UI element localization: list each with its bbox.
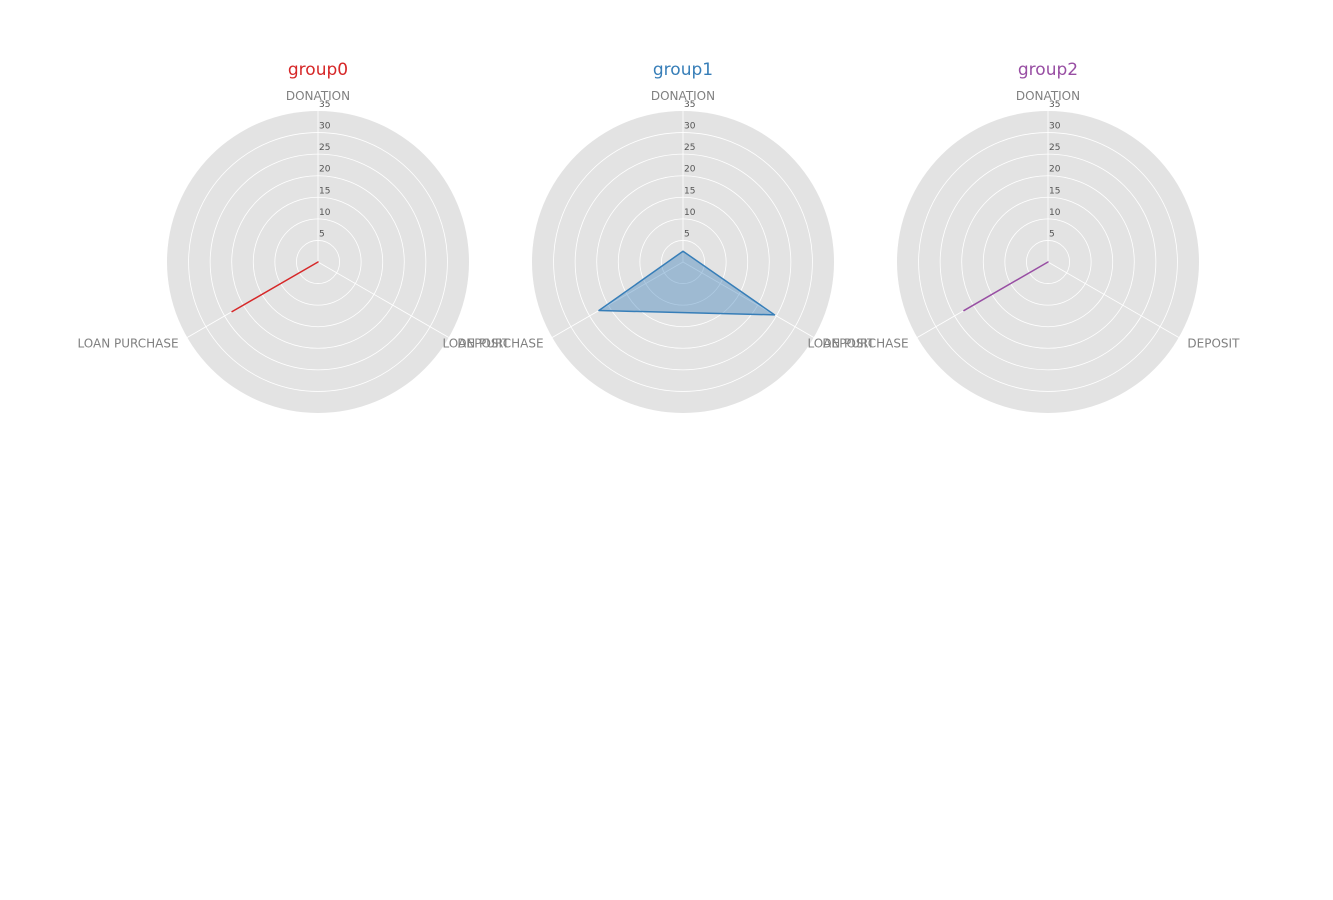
axis-label-deposit: DEPOSIT [822, 337, 875, 351]
radial-tick-label: 5 [684, 229, 690, 239]
radar-series-group1 [598, 250, 776, 316]
radar-series-group0 [231, 261, 319, 313]
radial-tick-label: 10 [684, 208, 696, 218]
radar-spoke [682, 261, 814, 338]
axis-label-donation: DONATION [286, 89, 350, 103]
radial-tick-label: 5 [319, 229, 325, 239]
radial-tick-label: 15 [684, 186, 695, 196]
axis-label-deposit: DEPOSIT [1187, 337, 1240, 351]
radial-tick-label: 5 [1049, 229, 1055, 239]
axis-label-loan-purchase: LOAN PURCHASE [78, 337, 179, 351]
radar-spoke [552, 261, 684, 338]
radar-spoke [1047, 261, 1179, 338]
axis-label-donation: DONATION [651, 89, 715, 103]
radial-tick-label: 10 [1049, 208, 1061, 218]
radial-tick-label: 25 [1049, 143, 1060, 153]
axis-label-donation: DONATION [1016, 89, 1080, 103]
radar-series-group2 [963, 261, 1049, 312]
radial-tick-label: 30 [319, 122, 331, 132]
chart-title: group0 [288, 60, 348, 80]
chart-title: group1 [653, 60, 713, 80]
chart-title: group2 [1018, 60, 1078, 80]
radial-tick-label: 15 [319, 186, 330, 196]
radial-tick-label: 35 [1049, 100, 1060, 110]
radial-tick-label: 20 [1049, 165, 1061, 175]
radial-tick-label: 25 [684, 143, 695, 153]
radial-tick-label: 20 [319, 165, 331, 175]
radial-tick-label: 15 [1049, 186, 1060, 196]
radial-tick-label: 30 [1049, 122, 1061, 132]
radial-tick-label: 35 [684, 100, 695, 110]
radial-tick-label: 35 [319, 100, 330, 110]
axis-label-deposit: DEPOSIT [457, 337, 510, 351]
radial-tick-label: 10 [319, 208, 331, 218]
radial-tick-label: 25 [319, 143, 330, 153]
radar-spoke [317, 261, 449, 338]
axis-label-loan-purchase: LOAN PURCHASE [443, 337, 544, 351]
radial-tick-label: 30 [684, 122, 696, 132]
radial-tick-label: 20 [684, 165, 696, 175]
axis-label-loan-purchase: LOAN PURCHASE [808, 337, 909, 351]
